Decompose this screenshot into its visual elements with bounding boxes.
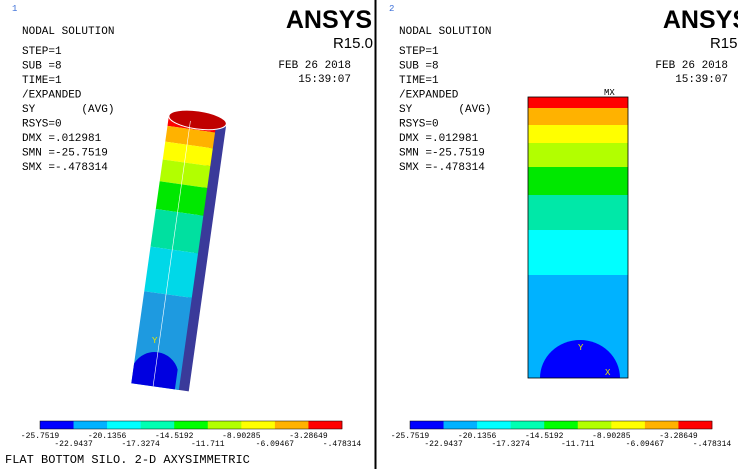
info-line: RSYS=0	[22, 119, 62, 131]
legend-label: -11.711	[561, 440, 595, 449]
info-line: /EXPANDED	[22, 90, 82, 102]
band	[528, 108, 628, 125]
legend-swatch	[241, 421, 275, 429]
info-line: SUB =8	[399, 61, 439, 73]
legend-label: -17.3274	[121, 440, 160, 449]
band	[528, 143, 628, 167]
legend-swatch	[645, 421, 679, 429]
ansys-logo: ANSYS	[663, 6, 738, 34]
info-line: /EXPANDED	[399, 90, 459, 102]
legend-swatch	[141, 421, 175, 429]
legend-swatch	[107, 421, 141, 429]
info-line: TIME=1	[22, 75, 62, 87]
time: 15:39:07	[298, 74, 351, 86]
legend-label: -.478314	[323, 440, 362, 449]
band	[528, 167, 628, 195]
info-line: SY (AVG)	[22, 104, 114, 116]
legend-label: -6.09467	[256, 440, 295, 449]
legend-swatch	[74, 421, 108, 429]
result-type: NODAL SOLUTION	[399, 26, 491, 38]
legend-swatch	[174, 421, 208, 429]
legend-swatch	[208, 421, 242, 429]
panel-number: 1	[12, 4, 17, 14]
legend-label: -14.5192	[525, 432, 564, 441]
info-line: SMN =-25.7519	[22, 148, 108, 160]
legend-swatch	[40, 421, 74, 429]
version: R15.0	[710, 35, 738, 52]
band	[144, 247, 198, 298]
band	[528, 97, 628, 108]
result-type: NODAL SOLUTION	[22, 26, 114, 38]
panel-number: 2	[389, 4, 394, 14]
info-line: SMX =-.478314	[22, 162, 108, 174]
band	[528, 125, 628, 143]
triad-label: Y	[578, 343, 584, 353]
triad-label: MX	[604, 88, 615, 98]
time: 15:39:07	[675, 74, 728, 86]
legend-label: -.478314	[693, 440, 732, 449]
date: FEB 26 2018	[278, 60, 351, 72]
legend-swatch	[275, 421, 309, 429]
info-line: SMX =-.478314	[399, 162, 485, 174]
info-line: SUB =8	[22, 61, 62, 73]
legend-label: -14.5192	[155, 432, 194, 441]
legend-label: -11.711	[191, 440, 225, 449]
legend-swatch	[544, 421, 578, 429]
triad-label: X	[605, 368, 611, 378]
legend-swatch	[678, 421, 712, 429]
triad-label: Y	[152, 336, 158, 346]
legend-label: -22.9437	[424, 440, 463, 449]
legend-label: -17.3274	[491, 440, 530, 449]
info-line: STEP=1	[399, 46, 439, 58]
version: R15.0	[333, 35, 373, 52]
info-line: STEP=1	[22, 46, 62, 58]
caption: FLAT BOTTOM SILO. 2-D AXYSIMMETRIC	[5, 453, 250, 467]
info-line: SY (AVG)	[399, 104, 491, 116]
legend-label: -22.9437	[54, 440, 93, 449]
band	[528, 195, 628, 230]
legend-swatch	[444, 421, 478, 429]
date: FEB 26 2018	[655, 60, 728, 72]
info-line: SMN =-25.7519	[399, 148, 485, 160]
ansys-logo: ANSYS	[286, 6, 372, 34]
silo-2d-model	[528, 97, 628, 378]
info-line: TIME=1	[399, 75, 439, 87]
legend-swatch	[410, 421, 444, 429]
legend-swatch	[477, 421, 511, 429]
legend-swatch	[511, 421, 545, 429]
legend-swatch	[308, 421, 342, 429]
band	[528, 230, 628, 275]
info-line: DMX =.012981	[399, 133, 479, 145]
info-line: RSYS=0	[399, 119, 439, 131]
info-line: DMX =.012981	[22, 133, 102, 145]
legend-label: -6.09467	[626, 440, 665, 449]
legend-swatch	[611, 421, 645, 429]
ansys-window: 1 NODAL SOLUTION STEP=1 SUB =8 TIME=1/EXPAND…	[0, 0, 738, 469]
legend-swatch	[578, 421, 612, 429]
